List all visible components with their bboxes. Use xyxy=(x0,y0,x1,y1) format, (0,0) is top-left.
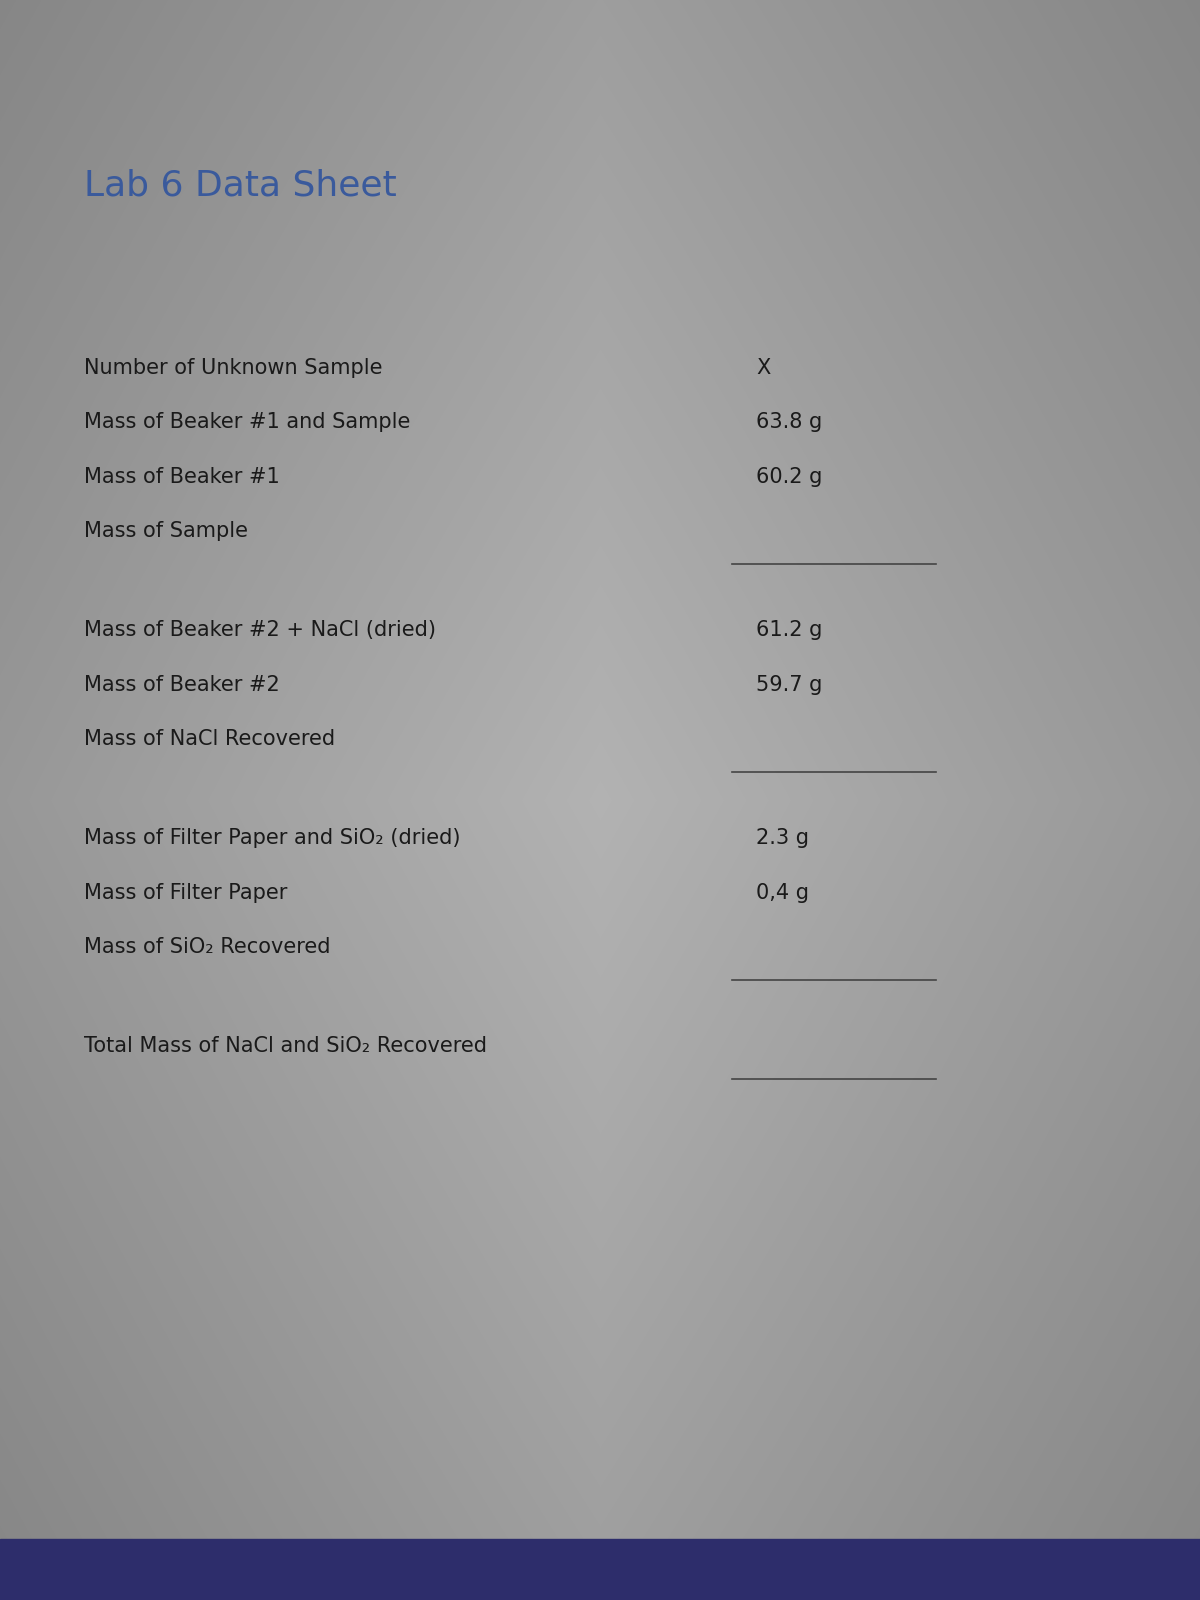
Text: X: X xyxy=(756,358,770,378)
Text: Mass of Sample: Mass of Sample xyxy=(84,522,248,541)
Text: 2.3 g: 2.3 g xyxy=(756,829,809,848)
Text: 60.2 g: 60.2 g xyxy=(756,467,822,486)
Text: Lab 6 Data Sheet: Lab 6 Data Sheet xyxy=(84,168,397,202)
Text: Mass of Filter Paper and SiO₂ (dried): Mass of Filter Paper and SiO₂ (dried) xyxy=(84,829,461,848)
Bar xyxy=(0,1539,1200,1600)
Text: Mass of Beaker #1 and Sample: Mass of Beaker #1 and Sample xyxy=(84,413,410,432)
Text: 61.2 g: 61.2 g xyxy=(756,621,822,640)
Text: 63.8 g: 63.8 g xyxy=(756,413,822,432)
Text: Mass of Beaker #2 + NaCl (dried): Mass of Beaker #2 + NaCl (dried) xyxy=(84,621,436,640)
Text: Mass of SiO₂ Recovered: Mass of SiO₂ Recovered xyxy=(84,938,330,957)
Text: 0,4 g: 0,4 g xyxy=(756,883,809,902)
Text: 59.7 g: 59.7 g xyxy=(756,675,822,694)
Text: Total Mass of NaCl and SiO₂ Recovered: Total Mass of NaCl and SiO₂ Recovered xyxy=(84,1037,487,1056)
Text: Mass of NaCl Recovered: Mass of NaCl Recovered xyxy=(84,730,335,749)
Text: Number of Unknown Sample: Number of Unknown Sample xyxy=(84,358,383,378)
Text: Mass of Beaker #1: Mass of Beaker #1 xyxy=(84,467,280,486)
Text: Mass of Filter Paper: Mass of Filter Paper xyxy=(84,883,287,902)
Text: Mass of Beaker #2: Mass of Beaker #2 xyxy=(84,675,280,694)
